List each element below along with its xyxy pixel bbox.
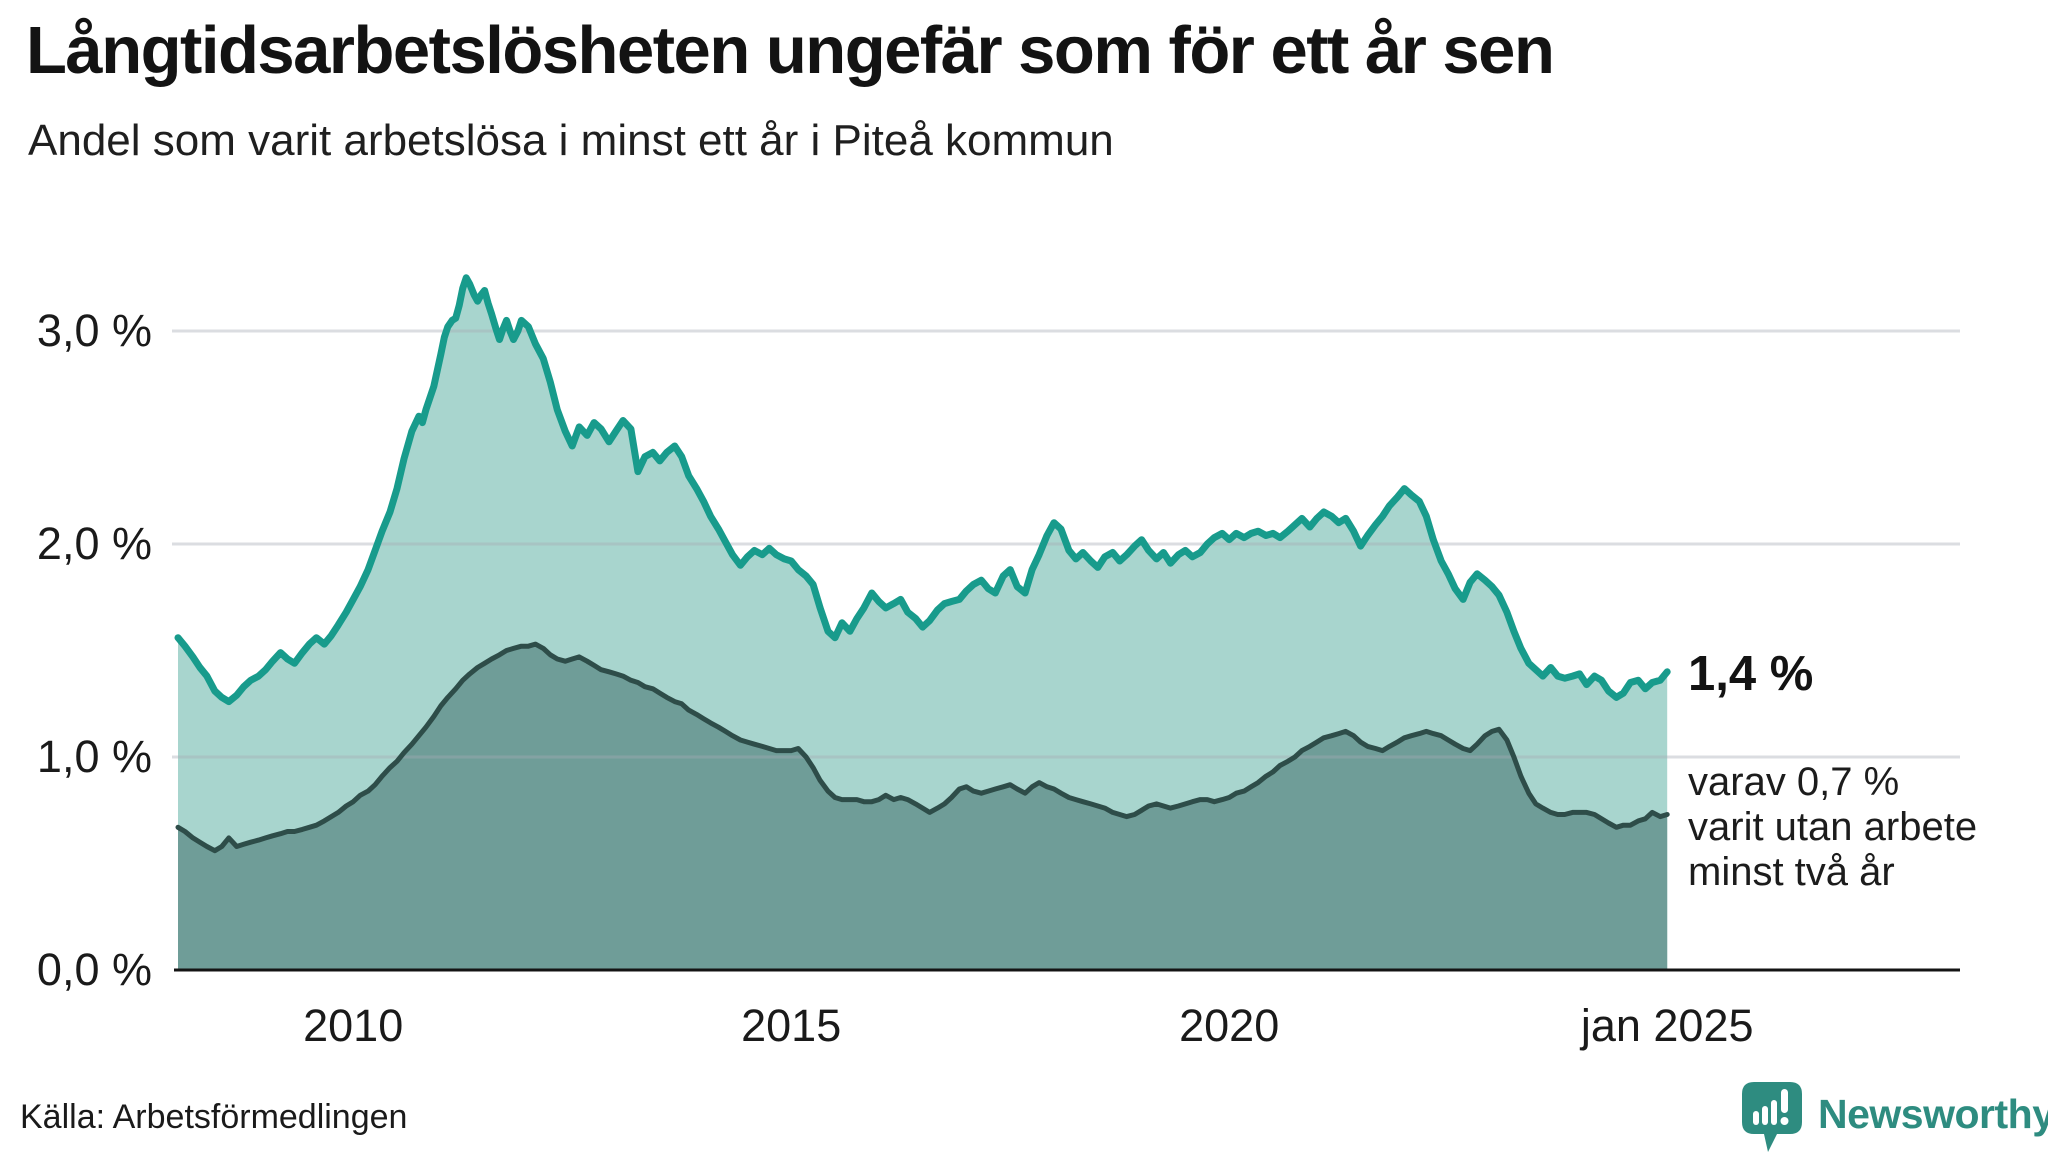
newsworthy-logo-text: Newsworthy — [1818, 1090, 2048, 1137]
x-tick-label-2020: 2020 — [1179, 1000, 1280, 1051]
y-tick-label-3: 3,0 % — [36, 305, 152, 356]
x-tick-label-2015: 2015 — [741, 1000, 842, 1051]
x-tick-label-jan-2025: jan 2025 — [1580, 1000, 1754, 1051]
source-attribution: Källa: Arbetsförmedlingen — [20, 1098, 408, 1136]
chart-subtitle: Andel som varit arbetslösa i minst ett å… — [28, 116, 1114, 165]
series-end-value-label: 1,4 % — [1688, 647, 1814, 701]
newsworthy-logo-icon — [1742, 1082, 1802, 1152]
series2-annotation-note: varav 0,7 % varit utan arbete minst två … — [1688, 760, 1978, 894]
y-tick-label-1: 1,0 % — [36, 731, 152, 782]
newsworthy-logo: Newsworthy — [1740, 1080, 2048, 1152]
series-line-2 — [175, 641, 1670, 854]
y-tick-label-2: 2,0 % — [36, 518, 152, 569]
x-tick-label-2010: 2010 — [303, 1000, 404, 1051]
y-tick-label-0: 0,0 % — [36, 944, 152, 995]
series-line-1 — [174, 274, 1671, 706]
series-fill-2 — [178, 644, 1668, 970]
chart-title: Långtidsarbetslösheten ungefär som för e… — [26, 13, 1555, 88]
